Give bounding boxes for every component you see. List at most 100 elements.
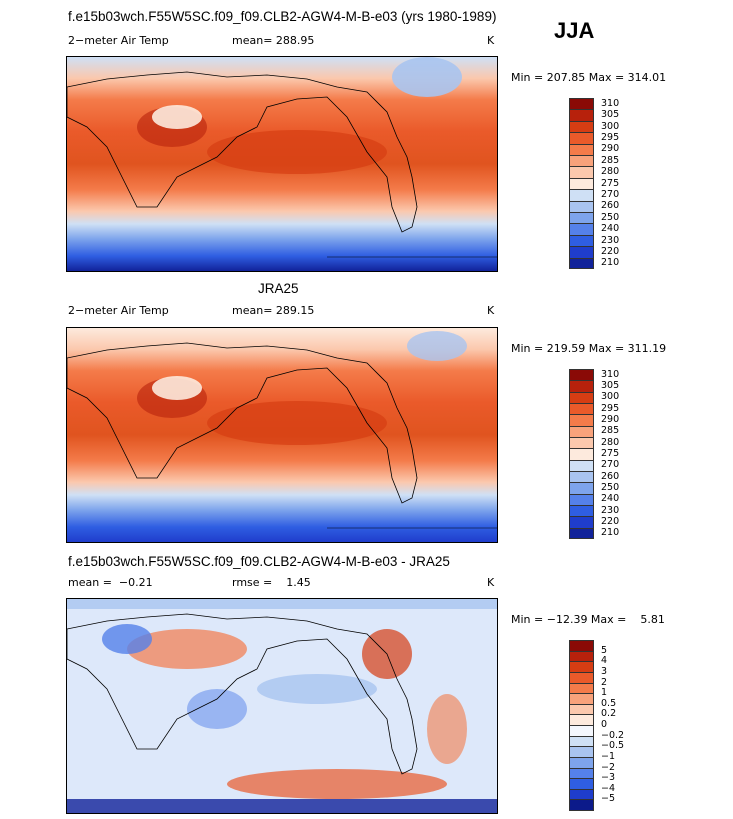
panel-diff-rmse: rmse = 1.45: [232, 577, 311, 588]
colorbar-swatch: [569, 212, 594, 224]
panel-diff-unit: K: [487, 577, 494, 588]
colorbar-swatch: [569, 144, 594, 156]
colorbar-tick-label: 290: [601, 144, 619, 154]
colorbar-tick-label: 300: [601, 392, 619, 402]
colorbar-swatch: [569, 516, 594, 528]
colorbar-swatch: [569, 426, 594, 438]
colorbar-swatch: [569, 640, 594, 651]
colorbar-tick-label: 305: [601, 110, 619, 120]
season-label: JJA: [554, 20, 594, 42]
colorbar-swatch: [569, 109, 594, 121]
colorbar-tick-label: 210: [601, 258, 619, 268]
colorbar-swatch: [569, 98, 594, 110]
colorbar-swatch: [569, 528, 594, 540]
panel-obs-map-field: [67, 328, 497, 542]
colorbar-swatch: [569, 258, 594, 270]
colorbar-swatch: [569, 714, 594, 725]
panel-model-unit: K: [487, 35, 494, 46]
colorbar-swatch: [569, 448, 594, 460]
panel-obs-colorbar: 310 305 300 295 290 285 280 275 270 260 250 240 230 2…: [569, 369, 649, 539]
colorbar-tick-label: 295: [601, 133, 619, 143]
colorbar-swatch: [569, 725, 594, 736]
colorbar-tick-label: 250: [601, 213, 619, 223]
colorbar-swatch: [569, 223, 594, 235]
colorbar-swatch: [569, 178, 594, 190]
colorbar-swatch: [569, 471, 594, 483]
colorbar-tick-label: 3: [601, 667, 607, 677]
colorbar-tick-label: −0.2: [601, 731, 624, 741]
colorbar-swatch: [569, 132, 594, 144]
colorbar-tick-label: 240: [601, 494, 619, 504]
colorbar-swatch: [569, 661, 594, 672]
colorbar-swatch: [569, 414, 594, 426]
colorbar-tick-label: 260: [601, 472, 619, 482]
colorbar-tick-label: 270: [601, 190, 619, 200]
colorbar-tick-label: 230: [601, 236, 619, 246]
panel-model-colorbar: 310 305 300 295 290 285 280 275 270 260 250 240 230 2…: [569, 98, 649, 269]
colorbar-tick-label: 220: [601, 517, 619, 527]
colorbar-tick-label: 280: [601, 167, 619, 177]
colorbar-tick-label: −2: [601, 763, 615, 773]
colorbar-tick-label: 270: [601, 460, 619, 470]
panel-obs-title: JRA25: [258, 282, 299, 296]
colorbar-swatch: [569, 683, 594, 694]
colorbar-tick-label: 230: [601, 506, 619, 516]
panel-model-title: f.e15b03wch.F55W5SC.f09_f09.CLB2-AGW4-M-…: [68, 10, 496, 24]
colorbar-swatch: [569, 121, 594, 133]
colorbar-swatch: [569, 155, 594, 167]
panel-model-variable: 2−meter Air Temp: [68, 35, 169, 46]
colorbar-swatch: [569, 235, 594, 247]
colorbar-tick-label: 0: [601, 720, 607, 730]
colorbar-swatch: [569, 482, 594, 494]
colorbar-tick-label: 2: [601, 678, 607, 688]
colorbar-tick-label: −5: [601, 794, 615, 804]
colorbar-swatch: [569, 778, 594, 789]
colorbar-tick-label: 300: [601, 122, 619, 132]
panel-diff-map-field: [67, 599, 497, 813]
colorbar-tick-label: 260: [601, 201, 619, 211]
colorbar-swatch: [569, 166, 594, 178]
colorbar-tick-label: 220: [601, 247, 619, 257]
colorbar-tick-label: 4: [601, 656, 607, 666]
colorbar-swatch: [569, 460, 594, 472]
colorbar-tick-label: 0.5: [601, 699, 616, 709]
colorbar-swatch: [569, 369, 594, 381]
panel-diff-colorbar: 5 4 3 2 1 0.5 0.2 0 −0.2 −0.5 −1 −2 −3 −4 −5: [569, 640, 649, 810]
colorbar-tick-label: −0.5: [601, 741, 624, 751]
colorbar-swatch: [569, 437, 594, 449]
colorbar-swatch: [569, 672, 594, 683]
colorbar-tick-label: 275: [601, 179, 619, 189]
colorbar-swatch: [569, 403, 594, 415]
panel-obs-minmax: Min = 219.59 Max = 311.19: [511, 343, 666, 354]
colorbar-tick-label: 310: [601, 370, 619, 380]
colorbar-tick-label: 5: [601, 646, 607, 656]
colorbar-swatch: [569, 789, 594, 800]
colorbar-tick-label: 295: [601, 404, 619, 414]
colorbar-tick-label: 275: [601, 449, 619, 459]
colorbar-swatch: [569, 505, 594, 517]
colorbar-swatch: [569, 704, 594, 715]
colorbar-tick-label: 290: [601, 415, 619, 425]
colorbar-tick-label: 240: [601, 224, 619, 234]
panel-diff-minmax: Min = −12.39 Max = 5.81: [511, 614, 665, 625]
colorbar-swatch: [569, 757, 594, 768]
colorbar-tick-label: 250: [601, 483, 619, 493]
colorbar-tick-label: 285: [601, 426, 619, 436]
colorbar-tick-label: 1: [601, 688, 607, 698]
panel-obs-map: [66, 327, 498, 543]
panel-model-map: [66, 56, 498, 272]
panel-obs-mean: mean= 289.15: [232, 305, 314, 316]
colorbar-swatch: [569, 380, 594, 392]
colorbar-swatch: [569, 768, 594, 779]
colorbar-swatch: [569, 693, 594, 704]
colorbar-tick-label: 305: [601, 381, 619, 391]
colorbar-swatch: [569, 746, 594, 757]
colorbar-tick-label: −4: [601, 784, 615, 794]
panel-model-minmax: Min = 207.85 Max = 314.01: [511, 72, 666, 83]
colorbar-swatch: [569, 494, 594, 506]
colorbar-tick-label: 310: [601, 99, 619, 109]
colorbar-swatch: [569, 736, 594, 747]
colorbar-tick-label: 285: [601, 156, 619, 166]
colorbar-tick-label: 280: [601, 438, 619, 448]
